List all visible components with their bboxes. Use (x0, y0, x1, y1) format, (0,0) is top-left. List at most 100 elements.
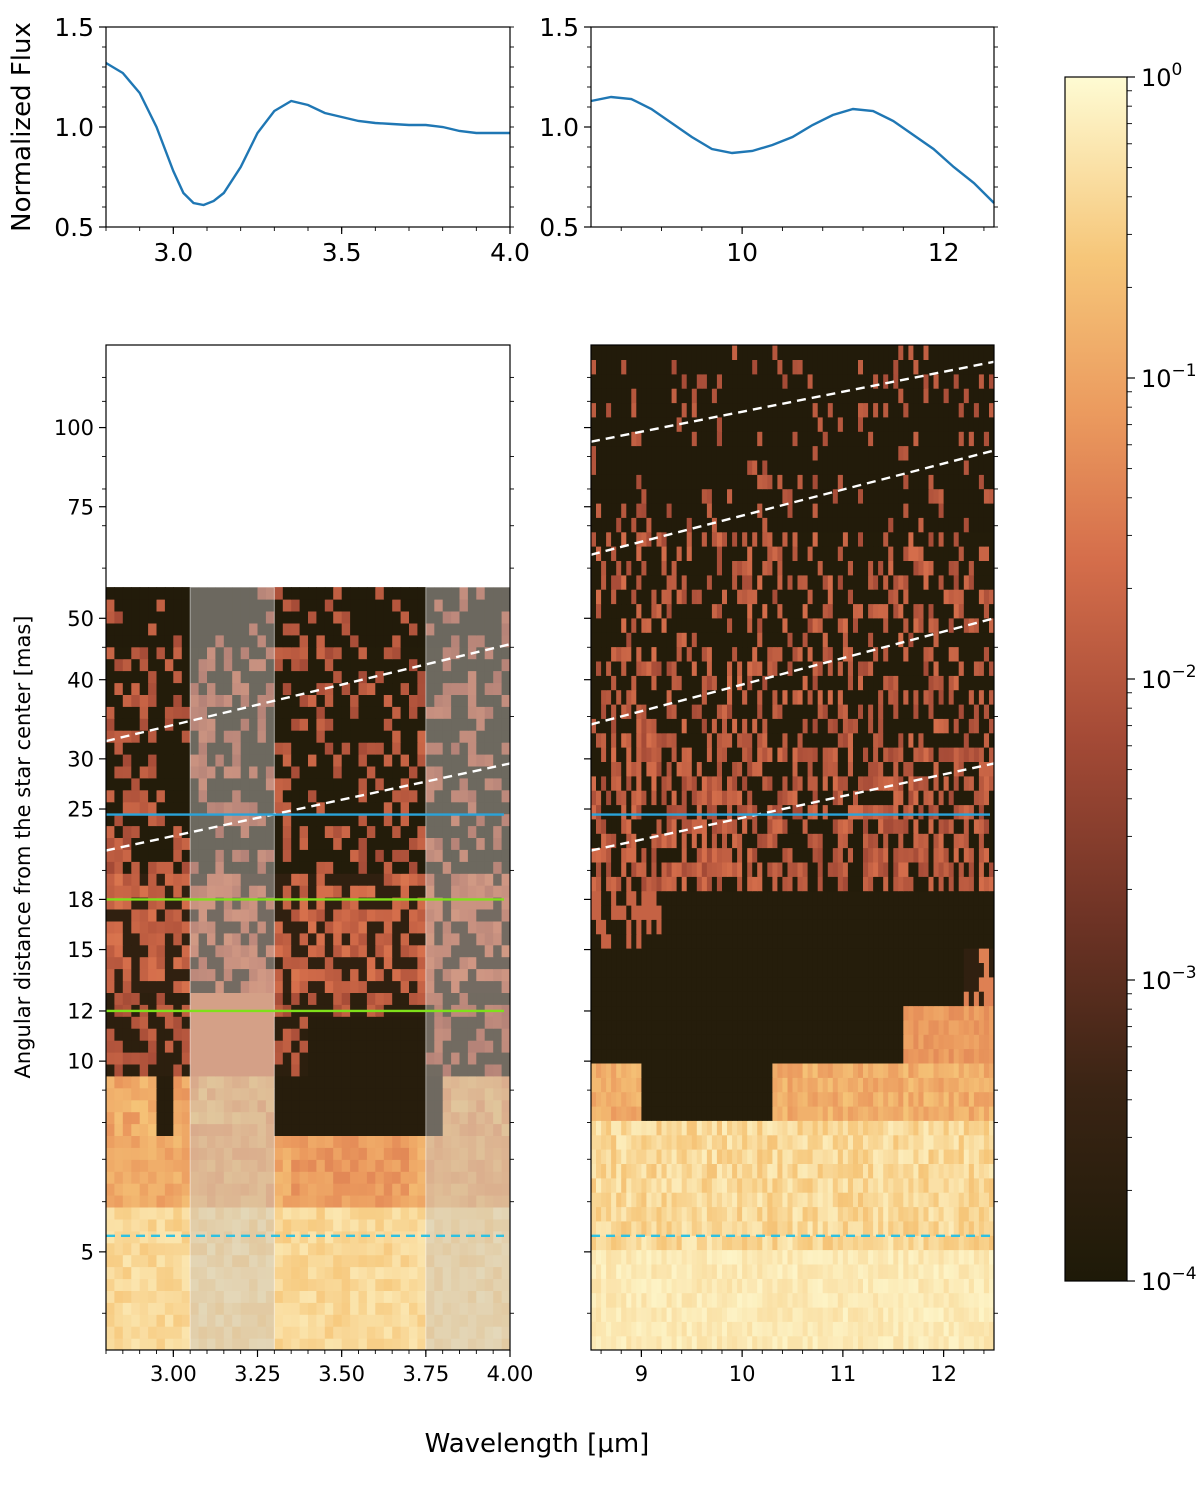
heatmap-cell (676, 1163, 683, 1179)
heatmap-cell (249, 1016, 259, 1029)
heatmap-cell (417, 1099, 427, 1113)
heatmap-cell (400, 754, 410, 767)
heatmap-cell (106, 1207, 115, 1220)
heatmap-cell (308, 909, 317, 922)
heatmap-cell (409, 730, 418, 743)
heatmap-cell (358, 932, 368, 946)
heatmap-cell (333, 789, 343, 803)
heatmap-cell (958, 1249, 965, 1265)
heatmap-cell (333, 646, 343, 660)
heatmap-cell (341, 861, 351, 874)
heatmap-cell (291, 682, 301, 695)
heatmap-cell (878, 1292, 884, 1308)
heatmap-cell (341, 670, 351, 684)
heatmap-cell (156, 658, 166, 672)
heatmap-cell (953, 1292, 960, 1308)
heatmap-cell (762, 1292, 768, 1308)
heatmap-cell (888, 1335, 894, 1350)
heatmap-cell (968, 1120, 975, 1136)
heatmap-cell (148, 801, 158, 815)
heatmap-cell (383, 956, 393, 970)
heatmap-cell (858, 1192, 864, 1208)
heatmap-cell (476, 718, 486, 731)
heatmap-cell (400, 1171, 410, 1184)
heatmap-cell (400, 801, 410, 815)
heatmap-cell (282, 718, 292, 731)
heatmap-cell (400, 1159, 410, 1172)
heatmap-cell (240, 1302, 250, 1315)
heatmap-cell (451, 587, 461, 600)
heatmap-cell (232, 825, 242, 838)
heatmap-cell (858, 1034, 864, 1050)
heatmap-cell (898, 1134, 904, 1150)
heatmap-cell (681, 1019, 688, 1035)
heatmap-cell (621, 1235, 627, 1251)
heatmap-cell (417, 813, 427, 827)
heatmap-cell (681, 1149, 688, 1164)
heatmap-cell (923, 1134, 930, 1150)
heatmap-cell (747, 1034, 753, 1050)
heatmap-cell (817, 1278, 824, 1294)
heatmap-cell (467, 1028, 477, 1041)
heatmap-cell (742, 1091, 748, 1107)
heatmap-cell (324, 1195, 334, 1208)
heatmap-cell (190, 777, 200, 791)
heatmap-cell (358, 1135, 368, 1148)
heatmap-cell (476, 1063, 486, 1077)
heatmap-cell (299, 1123, 309, 1136)
heatmap-cell (493, 1087, 503, 1101)
heatmap-cell (948, 1034, 955, 1050)
heatmap-cell (164, 909, 174, 922)
heatmap-cell (837, 1306, 844, 1322)
heatmap-cell (409, 968, 418, 982)
heatmap-cell (978, 1278, 985, 1294)
heatmap-cell (274, 765, 284, 779)
heatmap-cell (358, 1075, 368, 1089)
heatmap-cell (257, 813, 267, 827)
heatmap-cell (265, 1242, 275, 1256)
heatmap-cell (333, 1218, 343, 1232)
heatmap-cell (978, 1120, 985, 1136)
heatmap-cell (621, 1005, 627, 1021)
heatmap-cell (232, 968, 242, 982)
heatmap-cell (671, 1306, 678, 1322)
heatmap-cell (918, 1120, 924, 1136)
heatmap-cell (913, 1062, 919, 1078)
heatmap-cell (767, 1335, 773, 1350)
heatmap-cell (812, 1077, 819, 1093)
heatmap-cell (501, 622, 510, 636)
heatmap-cell (596, 1306, 602, 1322)
heatmap-cell (727, 1077, 733, 1093)
heatmap-cell (139, 682, 149, 695)
heatmap-cell (501, 730, 510, 743)
heatmap-cell (777, 1077, 783, 1093)
heatmap-cell (265, 920, 275, 934)
heatmap-cell (606, 1263, 612, 1279)
heatmap-cell (173, 1338, 183, 1350)
heatmap-cell (383, 801, 393, 815)
heatmap-cell (207, 980, 216, 993)
heatmap-cell (701, 1105, 708, 1121)
heatmap-cell (207, 658, 216, 672)
heatmap-cell (139, 765, 149, 779)
heatmap-cell (983, 1048, 990, 1064)
heatmap-cell (938, 1206, 945, 1222)
heatmap-cell (903, 1206, 909, 1222)
heatmap-cell (661, 1019, 668, 1035)
heatmap-cell (383, 944, 393, 958)
heatmap-cell (249, 932, 259, 946)
heatmap-cell (341, 1314, 351, 1327)
heatmap-cell (358, 1171, 368, 1184)
heatmap-cell (106, 1016, 115, 1029)
heatmap-cell (484, 1266, 494, 1280)
heatmap-cell (358, 682, 368, 695)
heatmap-cell (409, 1111, 418, 1125)
heatmap-cell (837, 1019, 844, 1035)
heatmap-cell (847, 1091, 854, 1107)
heatmap-cell (842, 1220, 849, 1236)
heatmap-cell (772, 1134, 778, 1150)
heatmap-cell (131, 670, 141, 684)
heatmap-cell (611, 1220, 617, 1236)
heatmap-cell (207, 873, 216, 886)
heatmap-cell (787, 1220, 794, 1236)
